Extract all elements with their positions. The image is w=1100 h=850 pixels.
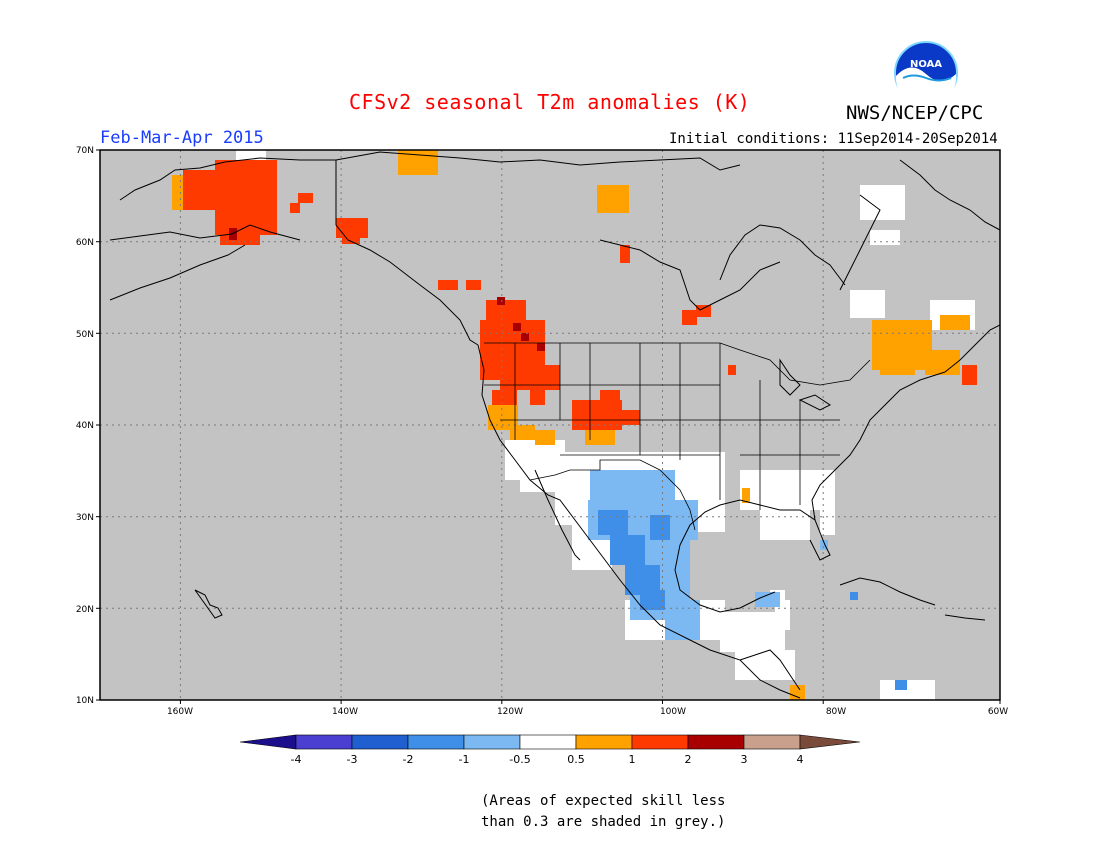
lon-label-80w: 80W — [826, 707, 846, 717]
lon-label-60w: 60W — [988, 707, 1008, 717]
anomaly-cool-medium — [598, 510, 907, 690]
longitude-axis: 160W 140W 120W 100W 80W 60W — [167, 700, 1008, 717]
footnote-line-2: than 0.3 are shaded in grey.) — [481, 814, 726, 830]
anomaly-warm-medium — [183, 160, 977, 430]
lat-label-60n: 60N — [76, 238, 94, 248]
colorbar-label: 4 — [797, 753, 804, 766]
colorbar-swatch--2--1 — [407, 734, 465, 750]
lat-label-30n: 30N — [76, 513, 94, 523]
colorbar-swatch--4--3 — [295, 734, 353, 750]
lon-label-120w: 120W — [497, 707, 523, 717]
colorbar-swatch-3-4 — [743, 734, 801, 750]
colorbar-swatch-above-4 — [799, 734, 861, 750]
colorbar-labels: -4 -3 -2 -1 -0.5 0.5 1 2 3 4 — [291, 753, 804, 766]
colorbar-swatch-0.5-1 — [575, 734, 633, 750]
latitude-axis: 70N 60N 50N 40N 30N 20N 10N — [76, 146, 100, 706]
coastlines — [109, 151, 1000, 699]
map-title: CFSv2 seasonal T2m anomalies (K) — [349, 90, 751, 114]
political-borders — [484, 342, 871, 531]
footnote-line-1: (Areas of expected skill less — [481, 793, 726, 809]
lon-label-100w: 100W — [660, 707, 686, 717]
lat-label-20n: 20N — [76, 605, 94, 615]
agency-label: NWS/NCEP/CPC — [846, 102, 984, 124]
logo-text: NOAA — [910, 59, 942, 70]
lat-label-10n: 10N — [76, 696, 94, 706]
gridlines — [100, 150, 1000, 700]
colorbar-label: 3 — [741, 753, 748, 766]
lat-label-50n: 50N — [76, 330, 94, 340]
lat-label-70n: 70N — [76, 146, 94, 156]
season-label: Feb-Mar-Apr 2015 — [100, 128, 264, 148]
colorbar-label: -1 — [459, 753, 470, 766]
colorbar-label: 2 — [685, 753, 692, 766]
colorbar-swatch-2-3 — [687, 734, 745, 750]
lon-label-160w: 160W — [167, 707, 193, 717]
lat-label-40n: 40N — [76, 421, 94, 431]
lon-label-140w: 140W — [332, 707, 358, 717]
initial-conditions-label: Initial conditions: 11Sep2014-20Sep2014 — [669, 131, 998, 147]
colorbar-label: 0.5 — [567, 753, 585, 766]
colorbar-label: -3 — [347, 753, 358, 766]
colorbar-label: -2 — [403, 753, 414, 766]
colorbar-swatch--3--2 — [351, 734, 409, 750]
noaa-logo: NOAA — [894, 41, 958, 106]
colorbar-label: -4 — [291, 753, 302, 766]
colorbar-swatch-below--4 — [239, 734, 297, 750]
colorbar-label: -0.5 — [509, 753, 530, 766]
skill-footnote: (Areas of expected skill less than 0.3 a… — [481, 791, 725, 833]
colorbar — [239, 734, 861, 750]
colorbar-swatch--1--0.5 — [463, 734, 521, 750]
colorbar-swatch-1-2 — [631, 734, 689, 750]
colorbar-swatch--0.5-0.5 — [519, 734, 577, 750]
colorbar-label: 1 — [629, 753, 636, 766]
